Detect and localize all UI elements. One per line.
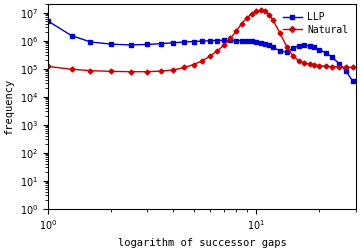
Natural xyxy=(297,59,301,62)
Natural xyxy=(108,70,113,73)
Natural xyxy=(208,55,212,58)
LLP xyxy=(271,46,275,49)
Natural xyxy=(234,29,238,33)
Legend: LLP, Natural: LLP, Natural xyxy=(280,9,351,38)
LLP xyxy=(69,34,74,37)
Natural xyxy=(330,65,334,68)
LLP xyxy=(192,40,196,43)
Natural xyxy=(88,69,93,72)
Natural xyxy=(307,62,312,66)
LLP xyxy=(145,43,149,46)
LLP xyxy=(317,48,321,51)
LLP xyxy=(88,40,93,43)
Natural xyxy=(215,49,220,52)
LLP xyxy=(234,39,238,42)
LLP xyxy=(351,80,355,83)
LLP xyxy=(129,43,133,46)
LLP xyxy=(222,39,226,42)
Natural xyxy=(129,70,133,73)
Natural xyxy=(271,18,275,21)
Line: Natural: Natural xyxy=(46,9,355,73)
Natural xyxy=(192,63,196,66)
LLP xyxy=(285,51,289,54)
LLP xyxy=(200,40,204,43)
LLP xyxy=(239,39,244,42)
LLP xyxy=(254,40,258,43)
Natural xyxy=(337,66,342,69)
LLP xyxy=(291,46,295,49)
Natural xyxy=(258,9,263,12)
Natural xyxy=(249,12,254,15)
Line: LLP: LLP xyxy=(46,19,355,83)
X-axis label: logarithm of successor gaps: logarithm of successor gaps xyxy=(117,238,286,248)
LLP xyxy=(263,42,267,45)
LLP xyxy=(46,19,50,22)
LLP xyxy=(312,46,317,49)
Natural xyxy=(228,37,233,40)
LLP xyxy=(182,41,186,44)
Natural xyxy=(278,32,282,35)
Natural xyxy=(351,66,355,69)
Natural xyxy=(145,70,149,73)
Natural xyxy=(302,61,307,65)
Natural xyxy=(171,68,176,71)
LLP xyxy=(297,44,301,47)
Natural xyxy=(291,55,295,58)
Natural xyxy=(222,43,226,46)
Y-axis label: frequency: frequency xyxy=(4,78,14,135)
Natural xyxy=(182,66,186,69)
Natural xyxy=(245,16,249,19)
Natural xyxy=(285,45,289,48)
LLP xyxy=(159,42,163,45)
LLP xyxy=(245,40,249,43)
Natural xyxy=(344,66,348,69)
LLP xyxy=(307,44,312,47)
LLP xyxy=(258,41,263,44)
Natural xyxy=(267,13,271,16)
Natural xyxy=(46,65,50,68)
LLP xyxy=(249,40,254,43)
Natural xyxy=(200,59,204,62)
Natural xyxy=(312,64,317,67)
LLP xyxy=(302,43,307,46)
Natural xyxy=(159,70,163,73)
LLP xyxy=(208,39,212,42)
LLP xyxy=(330,55,334,58)
LLP xyxy=(278,49,282,52)
Natural xyxy=(69,68,74,71)
LLP xyxy=(108,43,113,46)
LLP xyxy=(267,44,271,47)
LLP xyxy=(324,51,328,54)
LLP xyxy=(344,70,348,73)
LLP xyxy=(215,39,220,42)
Natural xyxy=(254,10,258,13)
Natural xyxy=(263,10,267,13)
Natural xyxy=(239,22,244,25)
Natural xyxy=(317,64,321,67)
LLP xyxy=(337,62,342,65)
LLP xyxy=(171,41,176,44)
Natural xyxy=(324,65,328,68)
LLP xyxy=(228,39,233,42)
